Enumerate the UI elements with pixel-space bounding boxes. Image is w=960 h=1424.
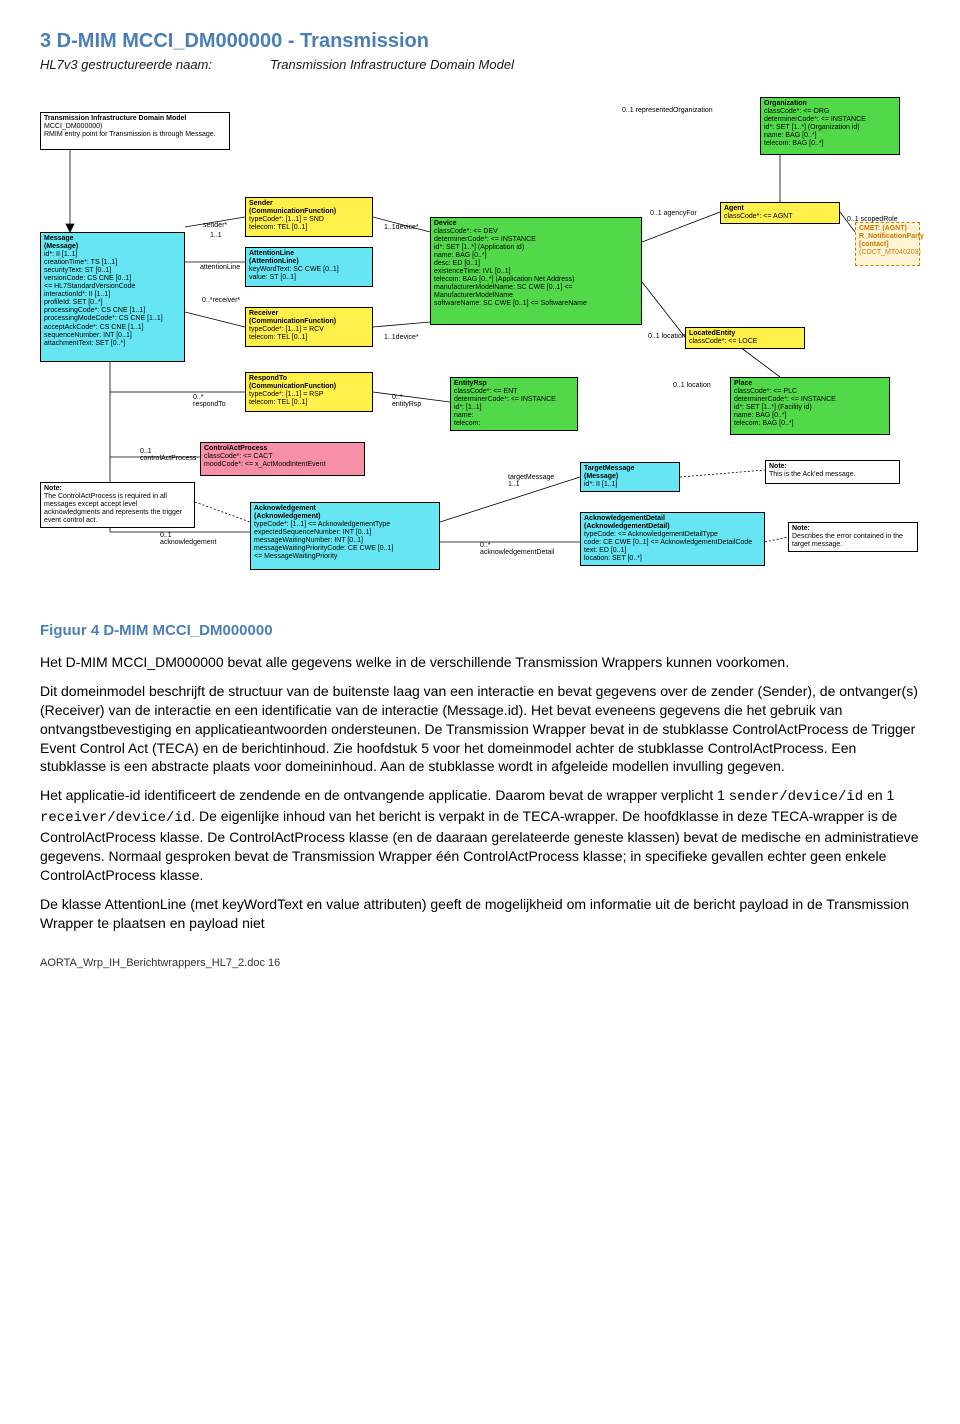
edge-recv_lbl: 0..*receiver* xyxy=(202,297,240,304)
edge-loc2: 0..1 location xyxy=(673,382,711,389)
box-receiver: Receiver(CommunicationFunction)typeCode*… xyxy=(245,307,373,347)
box-attention: AttentionLine(AttentionLine)keyWordText:… xyxy=(245,247,373,287)
subhead-row: HL7v3 gestructureerde naam: Transmission… xyxy=(40,57,920,72)
subhead-label: HL7v3 gestructureerde naam: xyxy=(40,57,270,72)
p3a: Het applicatie-id identificeert de zende… xyxy=(40,787,729,803)
box-note2: Note:This is the Ack'ed message. xyxy=(765,460,900,484)
box-note3: Note:Describes the error contained in th… xyxy=(788,522,918,552)
subhead-value: Transmission Infrastructure Domain Model xyxy=(270,57,514,72)
dmim-diagram: Transmission Infrastructure Domain Model… xyxy=(40,82,920,612)
edge-entityrsp: 0..* entityRsp xyxy=(392,394,421,408)
box-sender: Sender(CommunicationFunction)typeCode*: … xyxy=(245,197,373,237)
box-place: PlaceclassCode*: <= PLCdeterminerCode*: … xyxy=(730,377,890,435)
box-agent: AgentclassCode*: <= AGNT xyxy=(720,202,840,224)
edge-loc1: 0..1 location xyxy=(648,333,686,340)
edge-scoped: 0..1 scopedRole xyxy=(847,216,898,223)
box-title_box: Transmission Infrastructure Domain Model… xyxy=(40,112,230,150)
edge-sender_lbl: sender* xyxy=(203,222,227,229)
box-entityrsp: EntityRspclassCode*: <= ENTdeterminerCod… xyxy=(450,377,578,431)
box-device: DeviceclassCode*: <= DEVdeterminerCode*:… xyxy=(430,217,642,325)
edge-respond: 0..* respondTo xyxy=(193,394,226,408)
box-message: Message(Message)id*: II [1..1]creationTi… xyxy=(40,232,185,362)
edge-ctrlact: 0..1 controlActProcess xyxy=(140,448,196,462)
body-p1: Het D-MIM MCCI_DM000000 bevat alle gegev… xyxy=(40,653,920,672)
p3-code2: receiver/device/id xyxy=(40,810,191,826)
body-p4: De klasse AttentionLine (met keyWordText… xyxy=(40,895,920,933)
box-ack: Acknowledgement(Acknowledgement)typeCode… xyxy=(250,502,440,570)
box-respondto: RespondTo(CommunicationFunction)typeCode… xyxy=(245,372,373,412)
edge-dev2: 1..1device* xyxy=(384,334,419,341)
box-organization: OrganizationclassCode*: <= ORGdeterminer… xyxy=(760,97,900,155)
edge-reporg: 0..1 representedOrganization xyxy=(622,107,713,114)
section-heading: 3 D-MIM MCCI_DM000000 - Transmission xyxy=(40,30,920,53)
edge-attline: attentionLine xyxy=(200,264,240,271)
box-ackdetail: AcknowledgementDetail(AcknowledgementDet… xyxy=(580,512,765,566)
box-located: LocatedEntityclassCode*: <= LOCE xyxy=(685,327,805,349)
body-p3: Het applicatie-id identificeert de zende… xyxy=(40,786,920,884)
edge-tgtmsg: targetMessage 1..1 xyxy=(508,474,554,488)
p3-code1: sender/device/id xyxy=(729,789,863,805)
edge-ackn: 0..1 acknowledgement xyxy=(160,532,216,546)
edge-agency: 0..1 agencyFor xyxy=(650,210,697,217)
footer: AORTA_Wrp_IH_Berichtwrappers_HL7_2.doc 1… xyxy=(40,957,920,969)
box-controlact: ControlActProcessclassCode*: <= CACTmood… xyxy=(200,442,365,476)
edge-sender_m: 1..1 xyxy=(210,232,222,239)
edge-dev1: 1..1device* xyxy=(384,224,419,231)
body-p2: Dit domeinmodel beschrijft de structuur … xyxy=(40,682,920,776)
figure-label: Figuur 4 D-MIM MCCI_DM000000 xyxy=(40,622,920,639)
box-note1: Note:The ControlActProcess is required i… xyxy=(40,482,195,528)
edge-ackdet: 0..* acknowledgementDetail xyxy=(480,542,554,556)
box-cmet: CMET: (AGNT)R_NotificationParty[contact]… xyxy=(855,222,920,266)
p3b: en 1 xyxy=(863,787,894,803)
box-targetmsg: TargetMessage(Message)id*: II [1..1] xyxy=(580,462,680,492)
